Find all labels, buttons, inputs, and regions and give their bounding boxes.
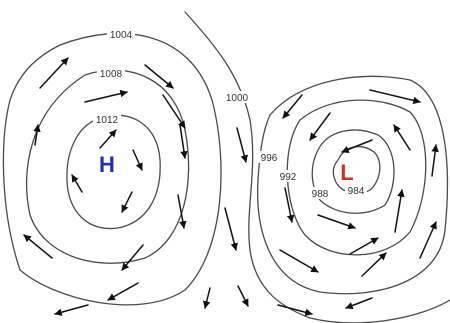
isobar-996 [256,75,449,295]
isobar-label-1000: 1000 [223,91,251,104]
isobar-label-992: 992 [277,170,299,183]
wind-arrow-icon [132,149,143,171]
wind-arrow-icon [54,304,89,316]
wind-arrow-icon [279,249,319,273]
wind-arrow-icon [282,94,303,119]
wind-arrow-icon [393,124,411,151]
isobar-1004 [2,32,222,306]
wind-arrow-icon [71,174,83,193]
svg-text:1012: 1012 [96,115,119,126]
wind-arrow-icon [202,287,211,309]
wind-arrow-icon [345,297,373,310]
svg-text:984: 984 [348,186,365,197]
wind-arrow-icon [394,189,405,233]
isobar-1000 [184,11,450,323]
isobar-label-984: 984 [345,184,367,197]
wind-arrow-icon [309,112,331,141]
wind-arrow-icon [369,89,421,105]
wind-arrow-icon [224,207,238,251]
svg-text:988: 988 [312,189,329,200]
wind-arrow-icon [121,191,133,213]
wind-arrow-icon [162,94,186,129]
wind-arrow-icon [99,129,117,149]
wind-arrow-icon [361,252,387,277]
wind-arrow-icon [84,89,128,103]
high-pressure-center: H [99,152,115,177]
isobar-984 [332,145,381,194]
svg-text:1000: 1000 [226,93,249,104]
wind-arrow-icon [39,57,69,89]
wind-arrow-icon [284,187,295,223]
isobar-label-1012: 1012 [93,113,121,126]
wind-arrow-icon [107,282,139,301]
wind-arrow-icon [144,64,174,89]
isobar-label-1004: 1004 [107,28,135,41]
wind-arrow-icon [317,214,356,230]
isobar-label-996: 996 [258,151,280,164]
wind-arrow-icon [277,304,313,316]
wind-arrow-icon [236,127,248,163]
wind-arrow-icon [237,285,249,307]
low-pressure-center: L [340,160,353,185]
wind-arrow-icon [341,139,373,153]
isobar-992 [286,99,427,256]
isobar-1008 [25,69,190,264]
isobar-label-1008: 1008 [97,67,125,80]
wind-arrow-icon [431,144,439,177]
wind-arrow-icon [419,221,437,259]
wind-arrow-icon [33,124,41,146]
wind-arrow-icon [121,244,144,271]
svg-text:1004: 1004 [110,30,133,41]
svg-text:996: 996 [261,153,278,164]
isobar-label-988: 988 [309,187,331,200]
wind-arrow-icon [23,234,53,259]
svg-text:1008: 1008 [100,69,123,80]
svg-text:992: 992 [280,172,297,183]
wind-arrow-icon [179,124,188,159]
isobar-1012 [66,114,161,230]
wind-arrow-icon [349,237,379,255]
wind-arrow-icon [177,194,187,229]
